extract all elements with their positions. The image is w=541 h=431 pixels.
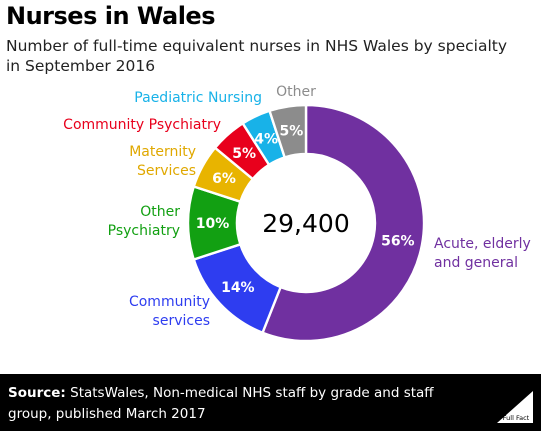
slice-percent-label: 5% (232, 146, 256, 162)
source-text: StatsWales, Non-medical NHS staff by gra… (8, 385, 434, 422)
total-label: 29,400 (262, 209, 349, 238)
footer: Source: StatsWales, Non-medical NHS staf… (0, 374, 541, 431)
chart-subtitle: Number of full-time equivalent nurses in… (6, 37, 507, 75)
donut-slice (268, 103, 308, 159)
slice-category-label: Community Psychiatry (63, 117, 221, 133)
source-note: Source: StatsWales, Non-medical NHS staf… (8, 383, 478, 425)
slice-category-label: Community services (129, 294, 210, 329)
chart-title: Nurses in Wales (6, 2, 215, 30)
slice-percent-label: 4% (254, 131, 278, 147)
source-label: Source: (8, 385, 66, 401)
slice-category-label: Paediatric Nursing (134, 90, 262, 106)
slice-percent-label: 10% (196, 216, 230, 232)
percent-label-group: 56% 14% 10% 6% 5%4% 5% (196, 124, 415, 296)
category-label-group: Acute, elderly and general Community servic… (63, 84, 531, 329)
donut-chart: 56% 14% 10% 6% 5%4% 5% Acute, elderly and gene… (63, 84, 531, 343)
slice-percent-label: 6% (212, 171, 236, 187)
slice-category-label: Other Psychiatry (108, 204, 181, 239)
full-fact-logo: Full Fact (497, 391, 533, 423)
slice-group (186, 103, 426, 343)
slice-percent-label: 56% (381, 234, 415, 250)
donut-slice (261, 103, 426, 343)
slice-category-label: Other (276, 84, 316, 100)
slice-percent-label: 5% (279, 124, 303, 140)
slice-percent-label: 14% (221, 280, 255, 296)
slice-category-label: Acute, elderly and general (434, 236, 531, 271)
slice-category-label: Maternity Services (129, 144, 196, 179)
logo-text: Full Fact (503, 414, 530, 422)
